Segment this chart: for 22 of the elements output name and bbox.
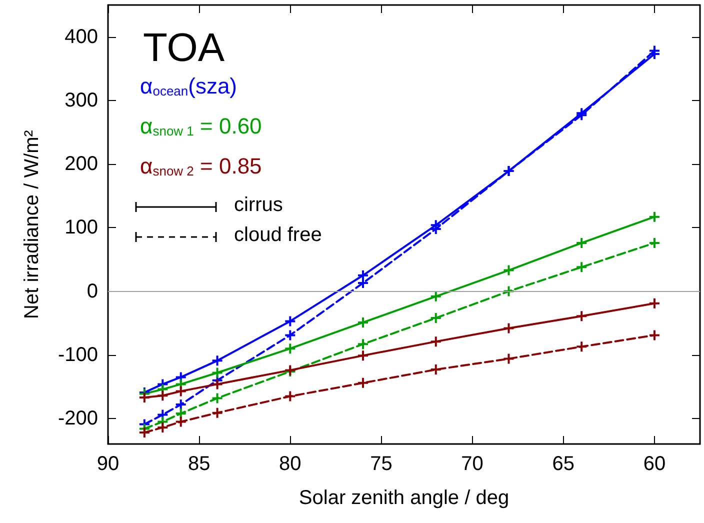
text: TOA [143, 26, 225, 70]
annotation: cloud free [234, 224, 322, 246]
x-tick-label: 85 [188, 453, 210, 475]
x-tick-label: 80 [279, 453, 302, 475]
y-tick-label: -200 [58, 408, 98, 430]
annotation: cirrus [234, 194, 283, 216]
y-tick-label: -100 [58, 344, 98, 366]
x-tick-label: 90 [96, 453, 120, 475]
x-tick-label: 65 [552, 453, 575, 475]
x-axis-title: Solar zenith angle / deg [298, 487, 510, 509]
y-tick-label: 0 [86, 280, 98, 302]
y-axis-title: Net irradiance / W/m² [21, 130, 43, 319]
y-tick-label: 400 [64, 26, 98, 48]
y-tick-label: 100 [64, 216, 98, 239]
y-tick-label: 300 [64, 89, 98, 112]
annotation: αsnow 2 = 0.85 [140, 154, 262, 178]
x-tick-label: 70 [461, 453, 484, 475]
annotation: αsnow 1 = 0.60 [140, 114, 262, 138]
annotation: αocean(sza) [140, 74, 238, 98]
y-tick-label: 200 [64, 153, 98, 176]
x-tick-label: 60 [643, 453, 666, 475]
x-tick-label: 75 [370, 453, 392, 475]
